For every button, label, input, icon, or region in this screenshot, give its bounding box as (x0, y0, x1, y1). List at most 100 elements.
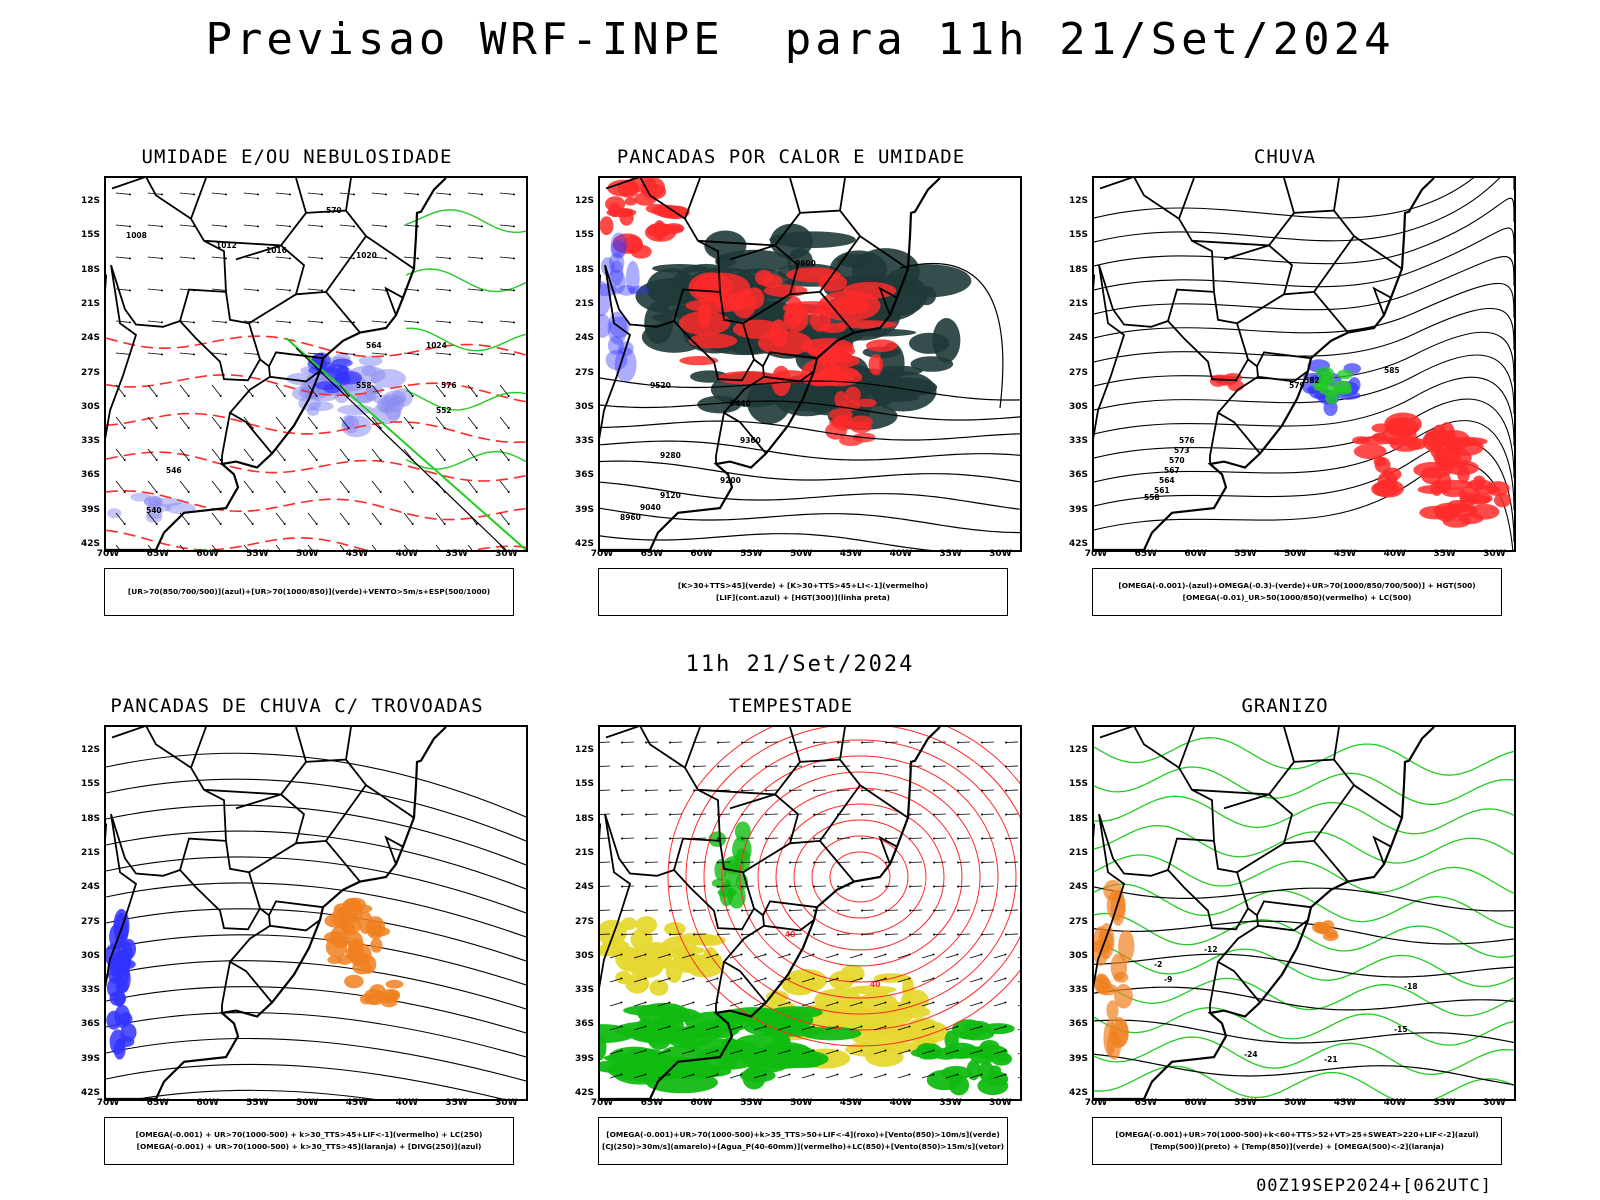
lat-tick-label: 21S (80, 298, 100, 309)
contour-label: 567 (1164, 466, 1180, 475)
contour-label: 582 (1304, 376, 1320, 385)
lat-tick-label: 27S (80, 367, 100, 378)
shaded-region (1352, 412, 1488, 498)
contour-label: -21 (1324, 1055, 1338, 1064)
lon-tick-label: 45W (345, 1098, 369, 1108)
contour-label: -15 (1394, 1025, 1408, 1034)
lon-tick-label: 50W (789, 549, 813, 559)
panel-chuva: CHUVA 12S 15S 18S 21S 24S 27S 30S 33S 36S 39S 42S … (1069, 146, 1516, 616)
legend-box: [OMEGA(-0.001)+UR>70(1000-500)+k>35_TTS>… (598, 1117, 1008, 1165)
lat-tick-label: 42S (1068, 1088, 1088, 1098)
panel-tempestade: TEMPESTADE 12S 15S 18S 21S 24S 27S 30S 33S 36S 39… (574, 695, 1022, 1165)
legend-box: [OMEGA(-0.001) + UR>70(1000-500) + k>30_… (104, 1117, 514, 1165)
contour-label: 40 (785, 930, 795, 939)
lat-tick-label: 36S (80, 1019, 100, 1030)
lat-tick-label: 39S (574, 1053, 594, 1064)
contour-label: 546 (166, 466, 182, 475)
legend-box: [OMEGA(-0.001)+UR>70(1000-500)+k<60+TTS>… (1092, 1117, 1502, 1165)
coastline-borders (106, 727, 447, 1099)
coastline-borders (600, 178, 941, 550)
lat-tick-label: 21S (1068, 847, 1088, 858)
contour-label: 585 (1384, 366, 1400, 375)
lon-tick-label: 30W (495, 1098, 518, 1108)
lat-tick-label: 27S (574, 916, 594, 927)
contour-label: 40 (870, 980, 880, 989)
contour-label: 9360 (740, 436, 761, 445)
shaded-region (1094, 879, 1135, 1060)
lat-tick-label: 24S (80, 882, 100, 893)
shaded-region (359, 979, 404, 1008)
lon-tick-label: 55W (1234, 549, 1257, 559)
lon-tick-label: 30W (1483, 1098, 1506, 1108)
forecast-map[interactable]: -2 -15 -18 -21 -24 -12 -9 (1092, 725, 1516, 1101)
contour-label: 573 (1174, 446, 1190, 455)
lat-tick-label: 36S (574, 1019, 594, 1030)
lat-tick-label: 12S (80, 745, 100, 755)
lat-tick-label: 12S (574, 745, 594, 755)
forecast-map[interactable]: 9600 9520 9440 9360 9280 9200 9120 9040 8960 (598, 176, 1022, 552)
lat-tick-label: 33S (80, 436, 100, 447)
panel-title: PANCADAS POR CALOR E UMIDADE (616, 146, 966, 168)
legend-line: [K>30+TTS>45](verde) + [K>30+TTS>45+LI<-… (677, 581, 929, 590)
contour-label: 9040 (640, 503, 661, 512)
lon-tick-label: 50W (295, 1098, 319, 1108)
lon-tick-label: 30W (989, 1098, 1012, 1108)
lon-tick-label: 45W (1333, 549, 1357, 559)
lat-tick-label: 18S (574, 264, 594, 275)
contour-label: -18 (1404, 982, 1418, 991)
contour-label: 552 (436, 406, 452, 415)
lon-tick-label: 45W (345, 549, 369, 559)
lat-tick-label: 30S (80, 401, 100, 412)
shaded-region (1312, 920, 1339, 942)
coastline-borders (106, 178, 447, 550)
legend-box: [UR>70(850/700/500)](azul)+[UR>70(1000/8… (104, 568, 514, 616)
forecast-map[interactable]: 585 582 579 576 573 570 567 564 561 558 (1092, 176, 1516, 552)
forecast-map[interactable]: 1008 1012 1016 1020 1024 576 570 564 558 552 546 54… (104, 176, 528, 552)
contour-label: 1012 (216, 241, 237, 250)
lon-tick-label: 55W (246, 549, 269, 559)
lat-tick-label: 18S (80, 813, 100, 824)
lat-tick-label: 18S (80, 264, 100, 275)
lon-tick-label: 35W (445, 549, 468, 559)
main-title: Previsao WRF-INPE para 11h 21/Set/2024 (205, 14, 1395, 65)
lon-tick-label: 30W (1483, 549, 1506, 559)
lon-tick-label: 60W (196, 549, 219, 559)
map-canvas: 1008 1012 1016 1020 1024 576 570 564 558 552 546 54… (106, 178, 526, 550)
panel-umidade: UMIDADE E/OU NEBULOSIDADE 12S 15S 18S 21S 24… (80, 146, 528, 616)
contour-label: 540 (146, 506, 162, 515)
lat-tick-label: 42S (80, 539, 100, 549)
lat-tick-label: 36S (574, 470, 594, 481)
lon-tick-label: 50W (295, 549, 319, 559)
lon-axis: 70W 65W 60W 55W 50W 45W 40W 35W 30W (591, 549, 1022, 563)
lat-tick-label: 24S (1068, 882, 1088, 893)
shaded-region (708, 821, 752, 909)
panel-trovoadas: PANCADAS DE CHUVA C/ TROVOADAS 12S 15S 18S… (81, 695, 528, 1165)
lat-tick-label: 33S (574, 436, 594, 447)
lon-tick-label: 50W (1283, 549, 1307, 559)
lon-axis: 70W 65W 60W 55W 50W 45W 40W 35W 30W (1085, 1098, 1516, 1112)
lon-tick-label: 55W (740, 1098, 763, 1108)
contour-label: 9200 (720, 476, 741, 485)
shaded-region (1312, 367, 1353, 405)
lon-tick-label: 70W (590, 549, 614, 559)
lat-tick-label: 27S (1068, 916, 1088, 927)
lon-tick-label: 65W (640, 1098, 664, 1108)
lon-tick-label: 35W (939, 1098, 962, 1108)
lat-axis: 12S 15S 18S 21S 24S 27S 30S 33S 36S 39S 42S (74, 725, 100, 1098)
lon-tick-label: 50W (1283, 1098, 1307, 1108)
lon-tick-label: 65W (1134, 549, 1158, 559)
lat-axis: 12S 15S 18S 21S 24S 27S 30S 33S 36S 39S 42S (1062, 176, 1088, 549)
lat-tick-label: 15S (80, 779, 100, 790)
forecast-map[interactable]: 40 40 (598, 725, 1022, 1101)
contour-label: 564 (366, 341, 382, 350)
forecast-map[interactable] (104, 725, 528, 1101)
lat-tick-label: 18S (574, 813, 594, 824)
lon-tick-label: 40W (889, 549, 913, 559)
lat-tick-label: 27S (574, 367, 594, 378)
lat-tick-label: 15S (1068, 230, 1088, 241)
lat-tick-label: 42S (80, 1088, 100, 1098)
contour-label: 9120 (660, 491, 681, 500)
panel-pancadas-calor: PANCADAS POR CALOR E UMIDADE 12S 15S 18S 21… (574, 146, 1022, 616)
run-footer: 00Z19SEP2024+[062UTC] (1256, 1176, 1492, 1196)
coastline-borders (1094, 727, 1435, 1099)
